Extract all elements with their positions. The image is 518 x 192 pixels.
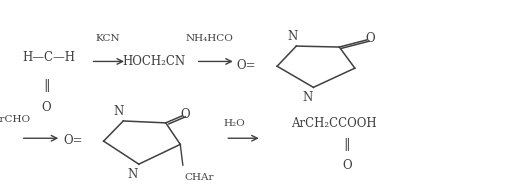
Text: O=: O= — [236, 59, 256, 72]
Text: KCN: KCN — [95, 34, 120, 43]
Text: O: O — [181, 108, 190, 121]
Text: O: O — [42, 101, 51, 114]
Text: ArCH₂CCOOH: ArCH₂CCOOH — [291, 117, 377, 130]
Text: N: N — [113, 104, 123, 118]
Text: ArCHO: ArCHO — [0, 116, 31, 124]
Text: N: N — [287, 30, 298, 43]
Text: H₂O: H₂O — [223, 119, 245, 128]
Text: O=: O= — [64, 134, 83, 147]
Text: HOCH₂CN: HOCH₂CN — [123, 55, 186, 68]
Text: O: O — [366, 32, 375, 45]
Text: NH₄HCO: NH₄HCO — [186, 34, 234, 43]
Text: ‖: ‖ — [344, 138, 350, 151]
Text: O: O — [342, 159, 352, 172]
Text: ‖: ‖ — [44, 79, 50, 92]
Text: H—C—H: H—C—H — [23, 51, 76, 64]
Text: CHAr: CHAr — [184, 173, 213, 182]
Text: N: N — [127, 168, 137, 181]
Text: N: N — [302, 91, 312, 104]
